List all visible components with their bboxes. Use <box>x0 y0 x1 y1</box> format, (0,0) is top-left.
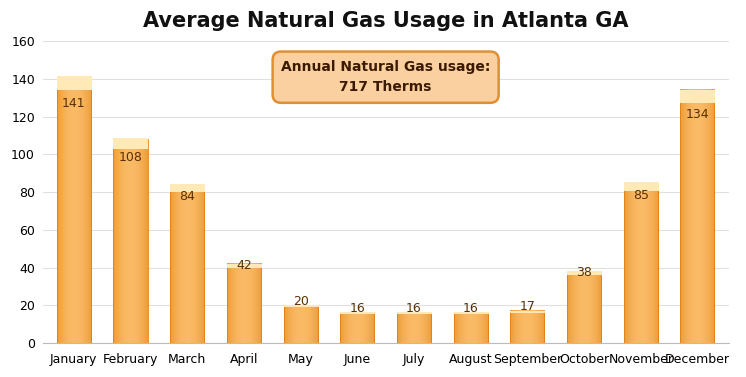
Text: 85: 85 <box>633 188 649 202</box>
Text: 84: 84 <box>179 190 195 203</box>
Bar <box>454 313 488 343</box>
Bar <box>227 264 261 343</box>
Bar <box>680 90 715 343</box>
Bar <box>57 77 91 343</box>
Text: 17: 17 <box>519 300 536 313</box>
Bar <box>170 184 204 343</box>
Bar <box>283 305 318 343</box>
Text: 108: 108 <box>119 151 142 164</box>
Bar <box>113 139 148 343</box>
Text: 16: 16 <box>463 302 479 315</box>
Text: 16: 16 <box>406 302 422 315</box>
Text: 141: 141 <box>62 97 86 110</box>
Text: 38: 38 <box>576 266 592 279</box>
Bar <box>624 182 658 343</box>
Text: 134: 134 <box>686 108 709 121</box>
Bar <box>567 271 601 343</box>
Text: 20: 20 <box>292 296 309 308</box>
Text: 16: 16 <box>349 302 366 315</box>
Text: Annual Natural Gas usage:
717 Therms: Annual Natural Gas usage: 717 Therms <box>281 60 490 95</box>
Title: Average Natural Gas Usage in Atlanta GA: Average Natural Gas Usage in Atlanta GA <box>143 11 628 31</box>
Bar <box>397 313 431 343</box>
Text: 42: 42 <box>236 259 252 272</box>
Bar <box>340 313 374 343</box>
Bar <box>510 311 545 343</box>
